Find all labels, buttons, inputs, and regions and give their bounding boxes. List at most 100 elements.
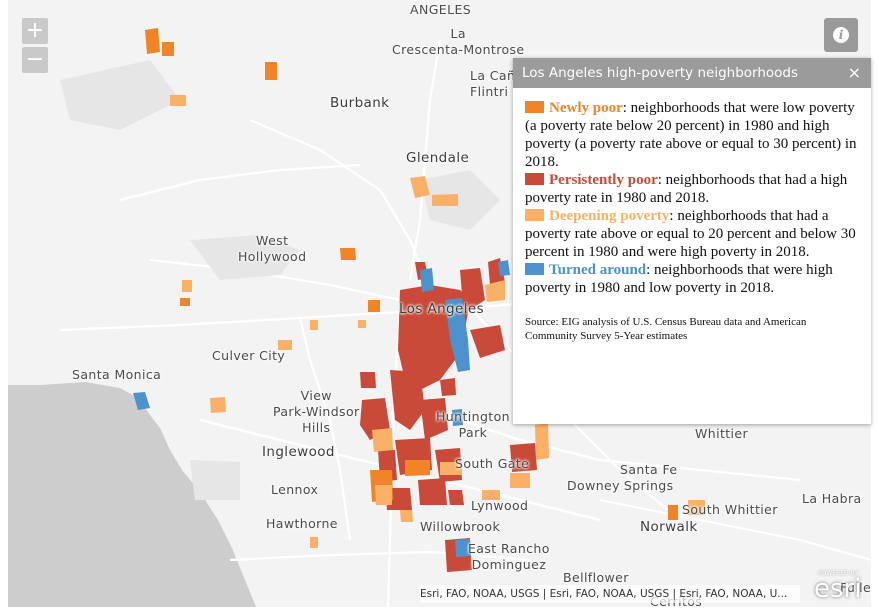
tract	[368, 300, 380, 312]
tract	[210, 397, 226, 413]
place-label-burbank: Burbank	[330, 95, 390, 111]
place-label-whittier: Whittier	[695, 426, 749, 441]
place-label-fullerton: Fulle	[840, 580, 872, 595]
tract	[170, 95, 186, 106]
place-label-la-habra: La Habra	[802, 491, 862, 506]
tract	[440, 378, 456, 396]
place-label-la-crescenta: La Crescenta-Montrose	[392, 26, 525, 57]
tract	[535, 423, 549, 460]
tract	[410, 176, 430, 198]
legend-entry-deepening-poverty: Deepening poverty: neighborhoods that ha…	[525, 207, 859, 261]
tract	[510, 473, 530, 488]
close-icon[interactable]: ×	[847, 63, 861, 82]
tract	[452, 409, 463, 426]
tract	[420, 268, 434, 292]
map-attribution[interactable]: Esri, FAO, NOAA, USGS | Esri, FAO, NOAA,…	[420, 585, 800, 603]
tract	[432, 194, 458, 206]
tract	[310, 537, 318, 548]
legend-term: Newly poor	[549, 100, 623, 116]
place-label-east-rancho-dominguez: East Rancho Dominguez	[468, 541, 550, 572]
tract	[445, 298, 470, 372]
tract	[133, 392, 150, 410]
tract	[485, 280, 505, 302]
legend-term: Turned around	[549, 262, 647, 278]
info-icon: i	[833, 27, 849, 43]
ocean	[0, 382, 256, 607]
place-label-glendale: Glendale	[406, 150, 470, 166]
place-label-south-whittier: South Whittier	[682, 502, 778, 517]
tract	[375, 485, 392, 505]
legend-description: : neighborhoods that had a poverty rate …	[525, 208, 856, 260]
tract	[372, 428, 393, 452]
zoom-out-button[interactable]: −	[22, 47, 48, 73]
place-label-bellflower: Bellflower	[563, 570, 629, 585]
place-label-huntington-park: Huntington Park	[436, 409, 510, 440]
tract	[340, 248, 356, 260]
popup-title: Los Angeles high-poverty neighborhoods	[522, 65, 799, 81]
tract	[455, 539, 471, 557]
legend-swatch	[525, 101, 544, 113]
tract	[400, 510, 413, 522]
tract	[510, 443, 537, 472]
tract	[498, 260, 510, 276]
legend-term: Deepening poverty	[549, 208, 670, 224]
place-label-inglewood: Inglewood	[262, 444, 335, 460]
legend-description: : neighborhoods that had a high poverty …	[525, 172, 848, 206]
source-note: Source: EIG analysis of U.S. Census Bure…	[525, 316, 807, 342]
tract	[162, 42, 174, 56]
place-label-west-hollywood: West Hollywood	[238, 233, 307, 264]
popup-body: Newly poor: neighborhoods that were low …	[513, 88, 871, 343]
tracts-turned-around	[133, 260, 510, 557]
legend-popup: Los Angeles high-poverty neighborhoods ×…	[513, 58, 871, 424]
place-label-los-angeles: Los Angeles	[399, 301, 485, 317]
left-border	[0, 0, 8, 607]
legend-description: : neighborhoods that were low poverty (a…	[525, 100, 857, 170]
popup-header: Los Angeles high-poverty neighborhoods ×	[513, 58, 871, 88]
tract	[145, 28, 160, 54]
place-label-lennox: Lennox	[271, 482, 319, 497]
legend-swatch	[525, 263, 544, 275]
tract	[420, 398, 448, 440]
tract	[418, 478, 447, 505]
legend-swatch	[525, 209, 544, 221]
legend-swatch	[525, 173, 544, 185]
esri-logo-text: esri	[814, 574, 862, 604]
parks	[60, 60, 500, 500]
tract	[358, 320, 366, 328]
tract	[310, 320, 318, 330]
place-label-la-canada: La Cañ Flintri	[470, 68, 516, 99]
place-label-culver-city: Culver City	[212, 348, 286, 363]
tract	[180, 298, 190, 306]
place-label-south-gate: South Gate	[455, 456, 530, 471]
place-label-norwalk: Norwalk	[640, 519, 698, 535]
tract	[405, 460, 430, 476]
esri-logo-powered-text: POWERED BY	[818, 570, 859, 577]
place-label-angeles: ANGELES	[410, 2, 472, 17]
tract	[390, 370, 425, 430]
place-label-santa-fe-springs: Santa Fe Springs	[620, 462, 678, 493]
tract	[265, 62, 277, 80]
tract	[360, 372, 376, 388]
place-label-willowbrook: Willowbrook	[420, 519, 501, 534]
legend-term: Persistently poor	[549, 172, 658, 188]
tract	[182, 280, 192, 292]
place-label-santa-monica: Santa Monica	[72, 367, 162, 382]
tract	[668, 505, 678, 520]
tracts-deepening-poverty	[170, 95, 705, 548]
tract	[470, 325, 505, 358]
info-button[interactable]: i	[824, 18, 858, 52]
legend-entry-newly-poor: Newly poor: neighborhoods that were low …	[525, 99, 859, 171]
place-label-downey: Downey	[567, 478, 620, 493]
legend-entry-persistently-poor: Persistently poor: neighborhoods that ha…	[525, 171, 859, 207]
tract	[688, 500, 705, 515]
tract	[482, 490, 500, 500]
right-border	[871, 0, 879, 607]
place-label-lynwood: Lynwood	[471, 498, 529, 513]
place-label-hawthorne: Hawthorne	[266, 516, 338, 531]
legend-entry-turned-around: Turned around: neighborhoods that were h…	[525, 261, 859, 297]
legend-description: : neighborhoods that were high poverty i…	[525, 262, 833, 296]
tract	[440, 462, 462, 475]
place-label-view-park: View Park-Windsor Hills	[273, 388, 360, 435]
zoom-in-button[interactable]: +	[22, 18, 48, 44]
esri-logo[interactable]: POWERED BY esri	[812, 568, 872, 604]
